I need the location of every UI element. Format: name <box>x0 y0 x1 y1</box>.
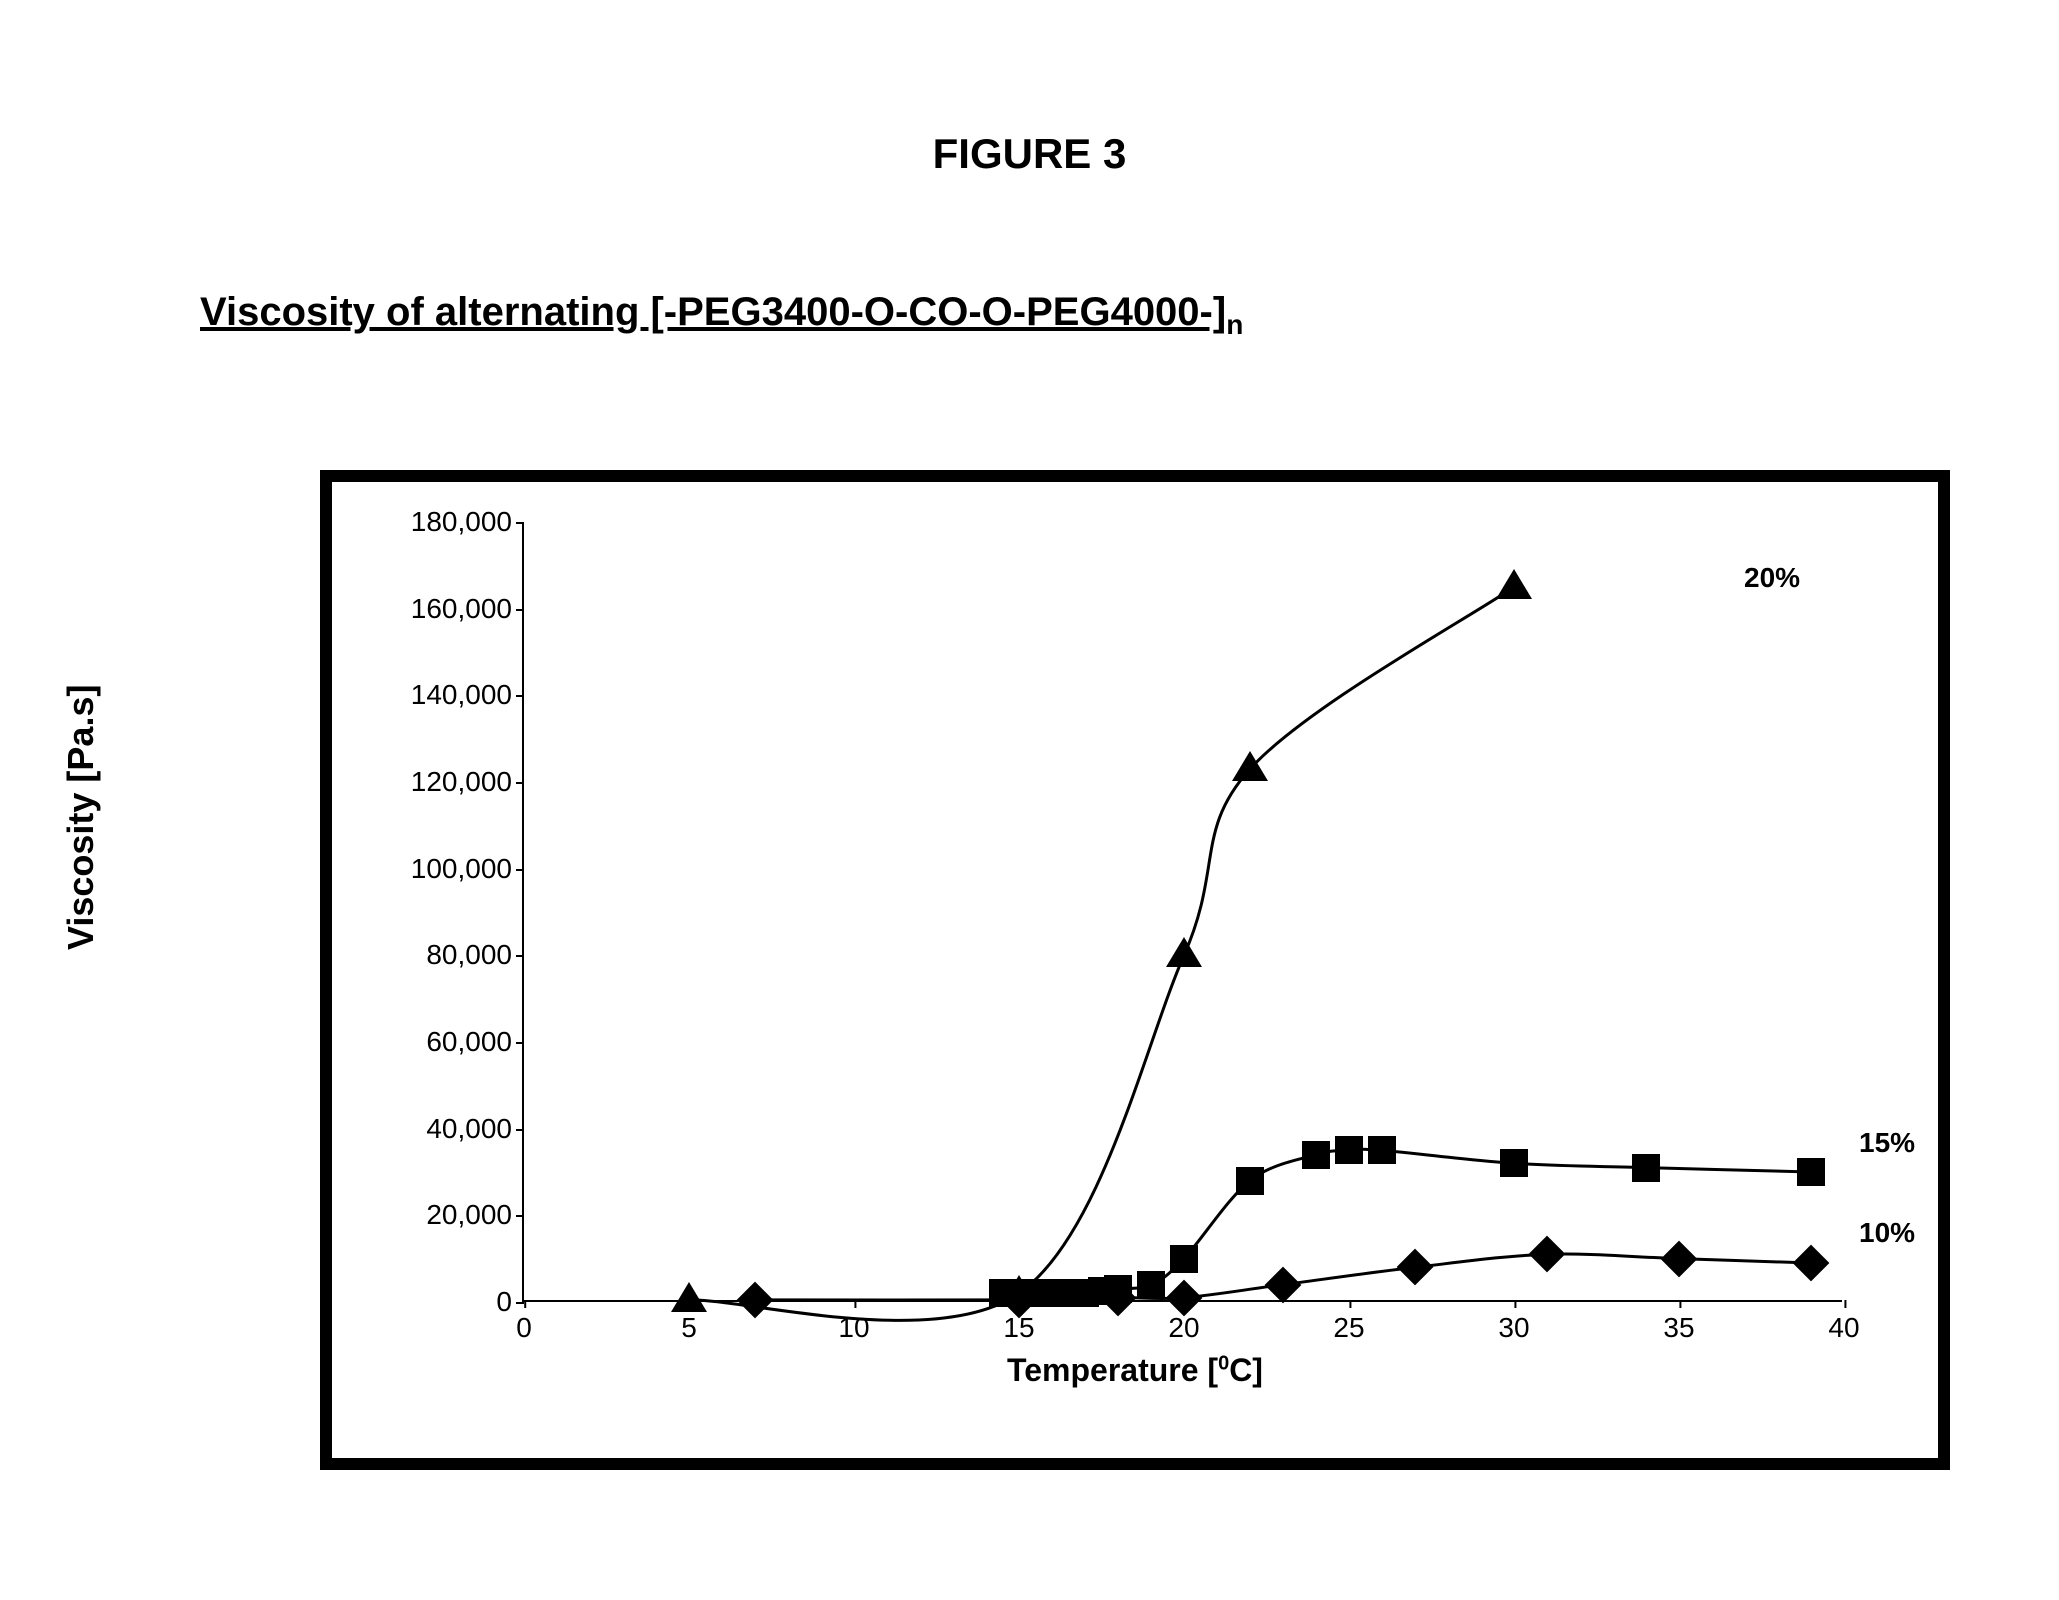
data-marker-triangle <box>1232 751 1268 781</box>
x-tick-label: 20 <box>1168 1312 1199 1344</box>
data-marker-square <box>1236 1167 1264 1195</box>
x-tick-label: 30 <box>1498 1312 1529 1344</box>
figure-title: FIGURE 3 <box>933 130 1127 178</box>
y-tick-label: 180,000 <box>411 506 512 538</box>
series-label: 15% <box>1859 1127 1915 1159</box>
plot-area: 020,00040,00060,00080,000100,000120,0001… <box>522 522 1842 1302</box>
chart-lines <box>524 522 1842 1300</box>
series-label: 20% <box>1744 562 1800 594</box>
data-marker-square <box>1170 1245 1198 1273</box>
y-tick-label: 140,000 <box>411 679 512 711</box>
chart-subtitle: Viscosity of alternating [-PEG3400-O-CO-… <box>200 290 1243 341</box>
y-axis-label: Viscosity [Pa.s] <box>60 685 102 950</box>
x-tick-label: 5 <box>681 1312 697 1344</box>
x-tick-label: 25 <box>1333 1312 1364 1344</box>
y-tick-label: 60,000 <box>426 1026 512 1058</box>
x-axis-label: Temperature [0C] <box>1007 1352 1263 1389</box>
y-tick-label: 80,000 <box>426 939 512 971</box>
data-marker-triangle <box>1166 937 1202 967</box>
y-tick-label: 20,000 <box>426 1199 512 1231</box>
data-marker-square <box>1335 1136 1363 1164</box>
chart-frame: 0 20,000 40,000 60,000 80,000 100,000 120,000 1… <box>320 470 1950 1470</box>
data-marker-square <box>1632 1154 1660 1182</box>
x-tick-label: 0 <box>516 1312 532 1344</box>
data-marker-square <box>1104 1275 1132 1303</box>
data-marker-triangle <box>1001 1275 1037 1305</box>
data-marker-square <box>1302 1141 1330 1169</box>
y-tick-label: 40,000 <box>426 1113 512 1145</box>
data-marker-triangle <box>671 1282 707 1312</box>
data-marker-square <box>1137 1271 1165 1299</box>
data-marker-square <box>1368 1136 1396 1164</box>
data-marker-triangle <box>1496 569 1532 599</box>
y-tick-label: 100,000 <box>411 853 512 885</box>
x-tick-label: 35 <box>1663 1312 1694 1344</box>
x-tick-label: 10 <box>838 1312 869 1344</box>
series-label: 10% <box>1859 1217 1915 1249</box>
y-tick-label: 160,000 <box>411 593 512 625</box>
x-tick-label: 40 <box>1828 1312 1859 1344</box>
data-marker-square <box>1500 1149 1528 1177</box>
data-marker-square <box>1797 1158 1825 1186</box>
y-tick-label: 0 <box>496 1286 512 1318</box>
y-tick-label: 120,000 <box>411 766 512 798</box>
series-line <box>689 587 1514 1320</box>
